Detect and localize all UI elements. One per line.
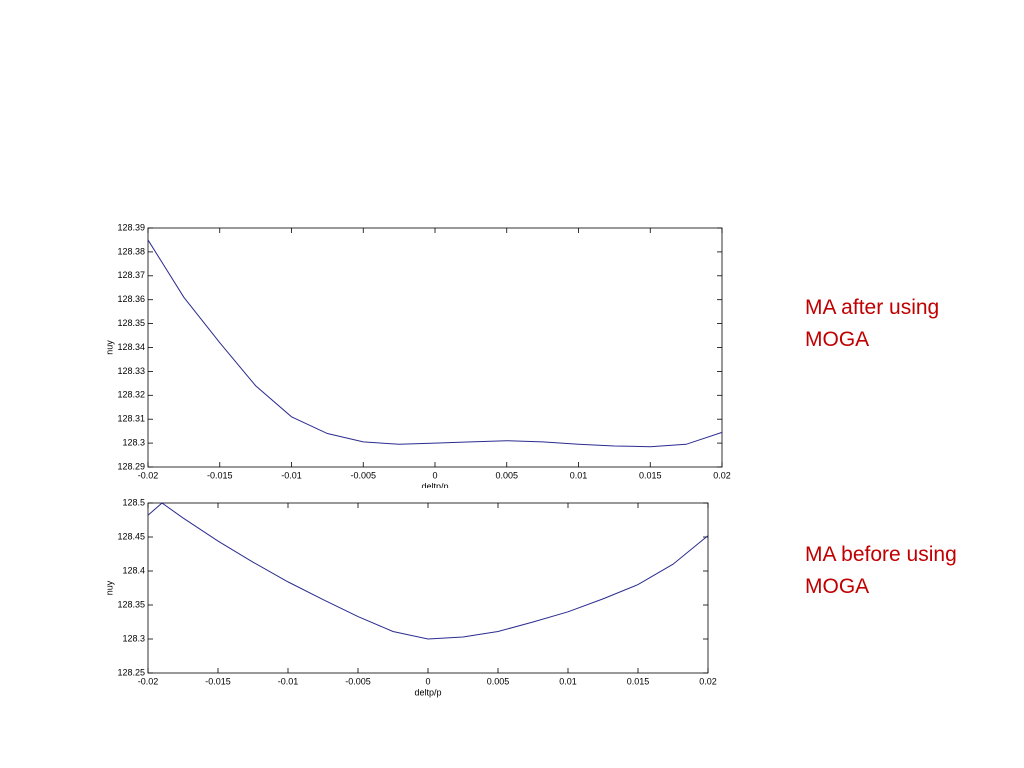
x-tick-label: 0.02 (713, 470, 731, 480)
x-tick-label: -0.01 (281, 470, 302, 480)
y-tick-label: 128.32 (117, 390, 145, 400)
x-axis-label: deltp/p (414, 687, 441, 697)
y-tick-label: 128.36 (117, 294, 145, 304)
y-tick-label: 128.5 (122, 497, 145, 507)
data-line (147, 502, 709, 640)
x-tick-label: -0.015 (205, 676, 231, 686)
y-tick-label: 128.3 (122, 437, 145, 447)
x-tick-label: -0.02 (138, 676, 159, 686)
x-axis-label: deltp/p (421, 481, 448, 491)
y-tick-label: 128.31 (117, 414, 145, 424)
y-tick-label: 128.3 (122, 633, 145, 643)
x-tick-label: 0.015 (627, 676, 650, 686)
y-tick-label: 128.35 (117, 599, 145, 609)
x-tick-label: 0.02 (699, 676, 717, 686)
x-tick-label: 0 (432, 470, 437, 480)
x-tick-label: -0.015 (207, 470, 233, 480)
y-tick-label: 128.39 (117, 222, 145, 232)
y-tick-label: 128.37 (117, 270, 145, 280)
x-tick-label: -0.01 (278, 676, 299, 686)
y-axis-label: nuy (104, 340, 114, 355)
y-tick-label: 128.4 (122, 565, 145, 575)
y-tick-label: 128.38 (117, 246, 145, 256)
y-tick-label: 128.33 (117, 366, 145, 376)
x-tick-label: -0.005 (350, 470, 376, 480)
y-tick-label: 128.45 (117, 531, 145, 541)
x-tick-label: 0.015 (639, 470, 662, 480)
y-tick-label: 128.29 (117, 461, 145, 471)
x-tick-label: 0.005 (487, 676, 510, 686)
x-tick-label: 0 (425, 676, 430, 686)
x-tick-label: -0.005 (345, 676, 371, 686)
annotation: MA after using MOGA (805, 296, 940, 351)
y-tick-label: 128.25 (117, 667, 145, 677)
x-tick-label: 0.01 (570, 470, 588, 480)
x-tick-label: -0.02 (138, 470, 159, 480)
plot-frame (147, 227, 723, 468)
data-line (147, 239, 723, 448)
x-tick-label: 0.005 (495, 470, 518, 480)
y-tick-label: 128.34 (117, 342, 145, 352)
x-tick-label: 0.01 (559, 676, 577, 686)
annotation: MA before using MOGA (805, 543, 957, 598)
y-tick-label: 128.35 (117, 318, 145, 328)
y-axis-label: nuy (104, 580, 114, 595)
